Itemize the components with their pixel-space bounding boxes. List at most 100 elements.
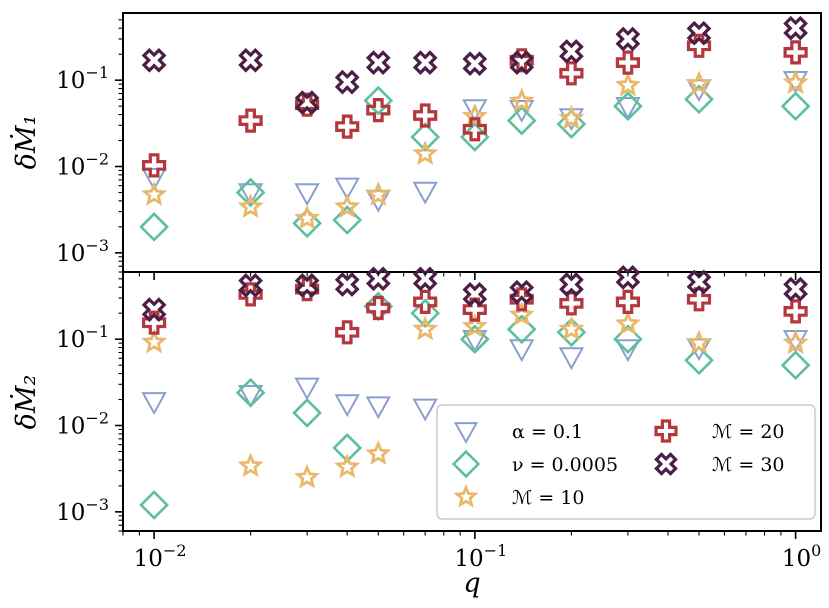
data-point-m20	[462, 297, 487, 322]
data-point-alpha	[365, 396, 391, 420]
data-point-nu	[556, 109, 587, 139]
legend-entry-m20: ℳ = 20	[654, 419, 785, 443]
data-point-m30	[615, 26, 641, 52]
y-tick-label: 10−2	[56, 150, 109, 181]
data-point-alpha	[237, 385, 264, 408]
data-point-m10	[782, 69, 809, 94]
data-point-alpha	[558, 347, 585, 371]
data-point-m10	[614, 310, 641, 336]
legend-entry-nu: ν = 0.0005	[451, 449, 618, 479]
data-point-m10	[686, 329, 712, 355]
data-point-m10	[365, 440, 392, 465]
data-point-alpha	[509, 339, 535, 363]
top-panel-y-axis-label: δṀ₁	[9, 115, 42, 170]
data-point-m30	[141, 297, 167, 322]
data-point-nu	[613, 91, 643, 122]
top-panel-y-ticks: 10−3 10−2 10−1	[56, 19, 123, 273]
data-point-m30	[294, 90, 320, 115]
data-point-m10	[461, 102, 488, 128]
data-point-nu	[332, 433, 363, 463]
data-point-alpha	[237, 183, 264, 207]
data-point-m30	[334, 272, 360, 297]
data-point-alpha	[615, 339, 641, 363]
legend-label-alpha: α = 0.1	[512, 421, 583, 443]
y-tick-label: 10−2	[56, 409, 109, 440]
bottom-panel-markers	[139, 265, 811, 520]
data-point-nu	[684, 345, 714, 376]
data-point-nu	[139, 490, 169, 520]
data-point-m30	[412, 266, 438, 292]
legend-label-nu: ν = 0.0005	[512, 454, 618, 476]
legend-marker-m20	[654, 419, 678, 443]
data-point-m20	[686, 287, 712, 312]
data-point-m10	[141, 181, 168, 206]
data-point-nu	[332, 205, 363, 235]
x-axis-ticks: 10−2 10−1 100	[122, 272, 821, 572]
top-panel-frame	[122, 12, 822, 273]
data-point-m10	[334, 193, 361, 219]
x-axis: 10−2 10−1 100 q	[122, 272, 821, 599]
bottom-panel-y-ticks: 10−3 10−2 10−1	[56, 278, 123, 532]
legend-entry-m30: ℳ = 30	[654, 452, 785, 476]
data-point-m10	[558, 104, 585, 130]
x-tick-label: 10−2	[134, 541, 187, 572]
data-point-m30	[783, 15, 808, 41]
data-point-m30	[462, 51, 488, 77]
data-point-m10	[558, 315, 585, 341]
data-point-m30	[365, 50, 391, 75]
data-point-nu	[410, 122, 441, 152]
y-tick-label: 10−1	[56, 63, 109, 94]
data-point-m30	[559, 39, 584, 64]
data-point-alpha	[294, 377, 320, 401]
data-point-m20	[559, 291, 584, 316]
data-point-m20	[142, 153, 167, 178]
data-point-alpha	[334, 177, 360, 201]
data-point-m30	[559, 272, 584, 297]
data-point-m10	[294, 204, 321, 230]
data-point-m20	[615, 289, 641, 314]
data-point-m30	[686, 20, 712, 46]
bottom-panel-frame	[122, 271, 822, 532]
data-point-nu	[292, 208, 322, 239]
x-axis-label: q	[463, 568, 480, 599]
legend-marker-m30	[654, 452, 678, 476]
data-point-m30	[238, 273, 263, 298]
data-point-alpha	[615, 96, 641, 120]
data-point-m30	[783, 276, 808, 302]
data-point-m10	[508, 87, 535, 113]
data-point-m10	[461, 312, 488, 338]
legend-entry-alpha: α = 0.1	[453, 421, 583, 445]
data-point-nu	[780, 91, 811, 122]
data-point-alpha	[334, 394, 360, 418]
data-point-m30	[412, 50, 438, 75]
x-tick-label: 100	[782, 541, 821, 572]
data-point-m20	[413, 103, 438, 128]
data-point-m10	[614, 71, 641, 97]
data-point-alpha	[141, 392, 167, 416]
data-point-nu	[410, 298, 441, 329]
data-point-m10	[412, 315, 439, 341]
data-point-m20	[295, 92, 320, 117]
bottom-panel-y-axis-label: δṀ₂	[9, 375, 42, 430]
data-point-nu	[235, 377, 266, 408]
data-point-nu	[139, 212, 169, 242]
data-point-m30	[238, 47, 263, 73]
data-point-alpha	[462, 99, 488, 123]
legend-items: α = 0.1 ℳ = 20 ν = 0.0005 ℳ = 30 ℳ = 10	[451, 419, 785, 509]
data-point-m30	[509, 279, 535, 305]
data-point-m10	[365, 181, 392, 206]
data-point-nu	[363, 85, 394, 116]
data-point-m10	[782, 329, 809, 355]
x-tick-label: 10−1	[454, 541, 507, 572]
legend-label-m10: ℳ = 10	[512, 487, 585, 509]
data-point-m20	[615, 50, 641, 75]
data-point-m10	[334, 453, 361, 479]
data-point-nu	[780, 350, 811, 381]
data-point-m20	[335, 114, 360, 139]
y-tick-label: 10−3	[56, 495, 109, 526]
legend-label-m30: ℳ = 30	[712, 454, 785, 476]
data-point-m20	[783, 299, 808, 324]
legend-entry-m10: ℳ = 10	[453, 483, 585, 509]
data-point-m20	[559, 61, 584, 86]
